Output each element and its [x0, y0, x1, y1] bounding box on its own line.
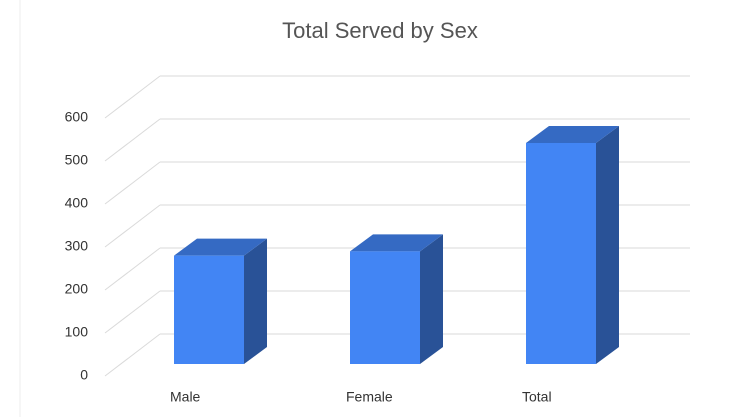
bar-side [596, 125, 619, 364]
grid-line [104, 75, 161, 119]
bar-side [244, 238, 267, 364]
x-tick-label: Female [346, 389, 393, 405]
bar-top [174, 238, 267, 256]
bar [526, 142, 596, 364]
x-tick-label: Male [170, 389, 201, 405]
chart-title: Total Served by Sex [282, 18, 478, 43]
x-tick-label: Total [522, 389, 552, 405]
y-tick-label: 500 [65, 152, 89, 168]
y-tick-label: 200 [65, 281, 89, 297]
y-tick-label: 300 [65, 238, 89, 254]
grid-line [104, 161, 161, 205]
grid-line [104, 290, 161, 334]
bar [174, 255, 244, 364]
y-tick-label: 100 [65, 324, 89, 340]
grid-line [104, 247, 161, 291]
y-tick-label: 0 [80, 367, 88, 383]
bar-top [350, 234, 443, 252]
bar-top [526, 125, 619, 143]
bar-side [420, 234, 443, 364]
y-tick-label: 400 [65, 195, 89, 211]
bar [350, 251, 420, 364]
y-tick-label: 600 [65, 109, 89, 125]
grid-line [104, 204, 161, 248]
grid-line [104, 118, 161, 162]
grid-line [104, 333, 161, 377]
